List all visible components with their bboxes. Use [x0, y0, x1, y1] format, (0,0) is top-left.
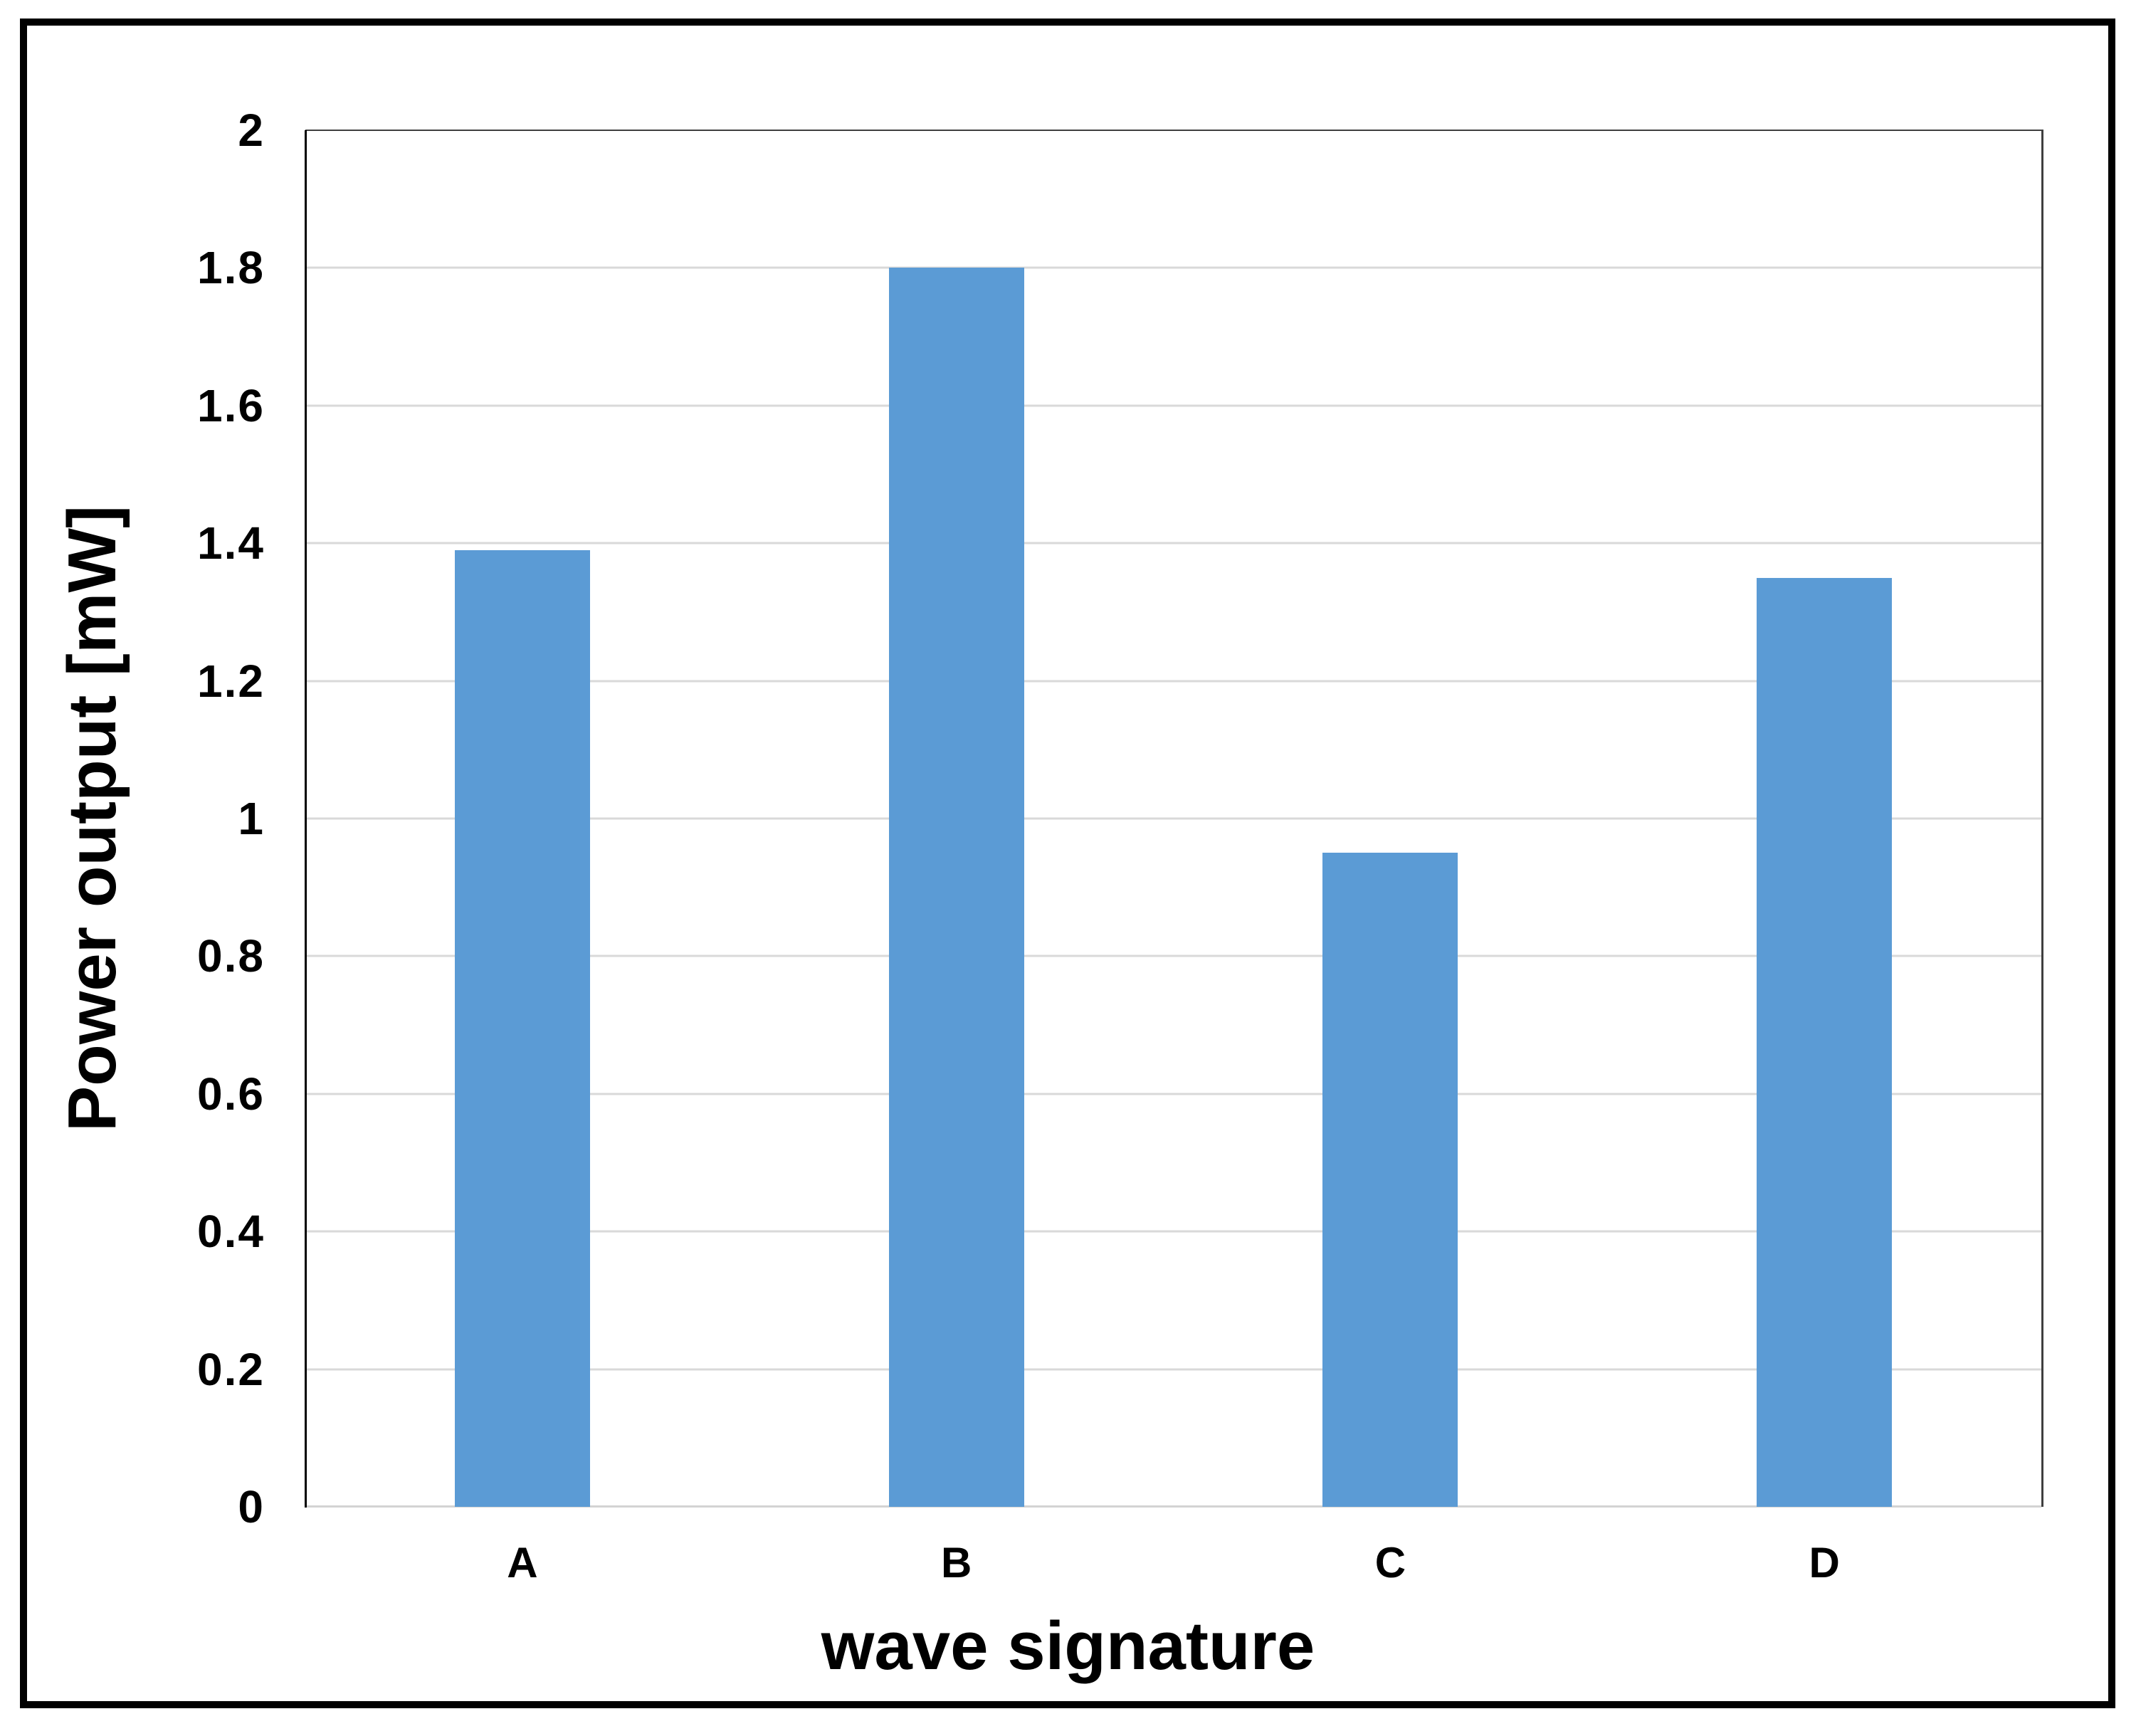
- plot-area: [305, 130, 2043, 1508]
- y-tick-label-0.8: 0.8: [197, 930, 265, 982]
- bar-slot-C: [1174, 130, 1608, 1507]
- y-tick-label-1.6: 1.6: [197, 379, 265, 431]
- category-label-D: D: [1809, 1538, 1840, 1587]
- category-label-C: C: [1374, 1538, 1406, 1587]
- x-axis-category-labels: A B C D: [305, 1507, 2041, 1618]
- gridline-1.6: [305, 404, 2041, 407]
- gridline-0.4: [305, 1230, 2041, 1233]
- figure-border-frame: [20, 19, 2115, 1708]
- gridline-1.2: [305, 680, 2041, 683]
- gridline-1: [305, 817, 2041, 820]
- bar-B: [888, 268, 1024, 1507]
- category-label-B: B: [940, 1538, 972, 1587]
- category-label-A: A: [507, 1538, 538, 1587]
- bar-C: [1322, 853, 1458, 1507]
- gridline-0.6: [305, 1093, 2041, 1095]
- y-tick-label-0.2: 0.2: [197, 1343, 265, 1395]
- bar-slot-A: [305, 130, 740, 1507]
- gridline-0.2: [305, 1368, 2041, 1371]
- bar-A: [454, 549, 590, 1507]
- y-tick-label-1.8: 1.8: [197, 242, 265, 294]
- y-tick-label-1: 1: [238, 793, 265, 844]
- bar-D: [1757, 577, 1893, 1507]
- y-axis-line: [305, 130, 307, 1508]
- bar-series: [305, 130, 2041, 1507]
- gridline-0.8: [305, 954, 2041, 957]
- bar-slot-D: [1607, 130, 2041, 1507]
- gridline-1.8: [305, 266, 2041, 269]
- plot-border-top: [305, 130, 2043, 131]
- y-tick-label-0.6: 0.6: [197, 1068, 265, 1120]
- bar-slot-B: [740, 130, 1174, 1507]
- y-tick-label-0: 0: [238, 1481, 265, 1532]
- x-axis-title: wave signature: [821, 1608, 1315, 1684]
- plot-border-right: [2041, 130, 2043, 1507]
- x-axis-line: [305, 1505, 2041, 1508]
- y-tick-label-1.2: 1.2: [197, 655, 265, 707]
- y-tick-label-0.4: 0.4: [197, 1206, 265, 1258]
- y-tick-label-1.4: 1.4: [197, 517, 265, 569]
- y-axis-tick-labels: 0 0.2 0.4 0.6 0.8 1 1.2 1.4 1.6 1.8 2: [0, 107, 265, 1530]
- y-tick-label-2: 2: [238, 105, 265, 156]
- gridline-1.4: [305, 542, 2041, 545]
